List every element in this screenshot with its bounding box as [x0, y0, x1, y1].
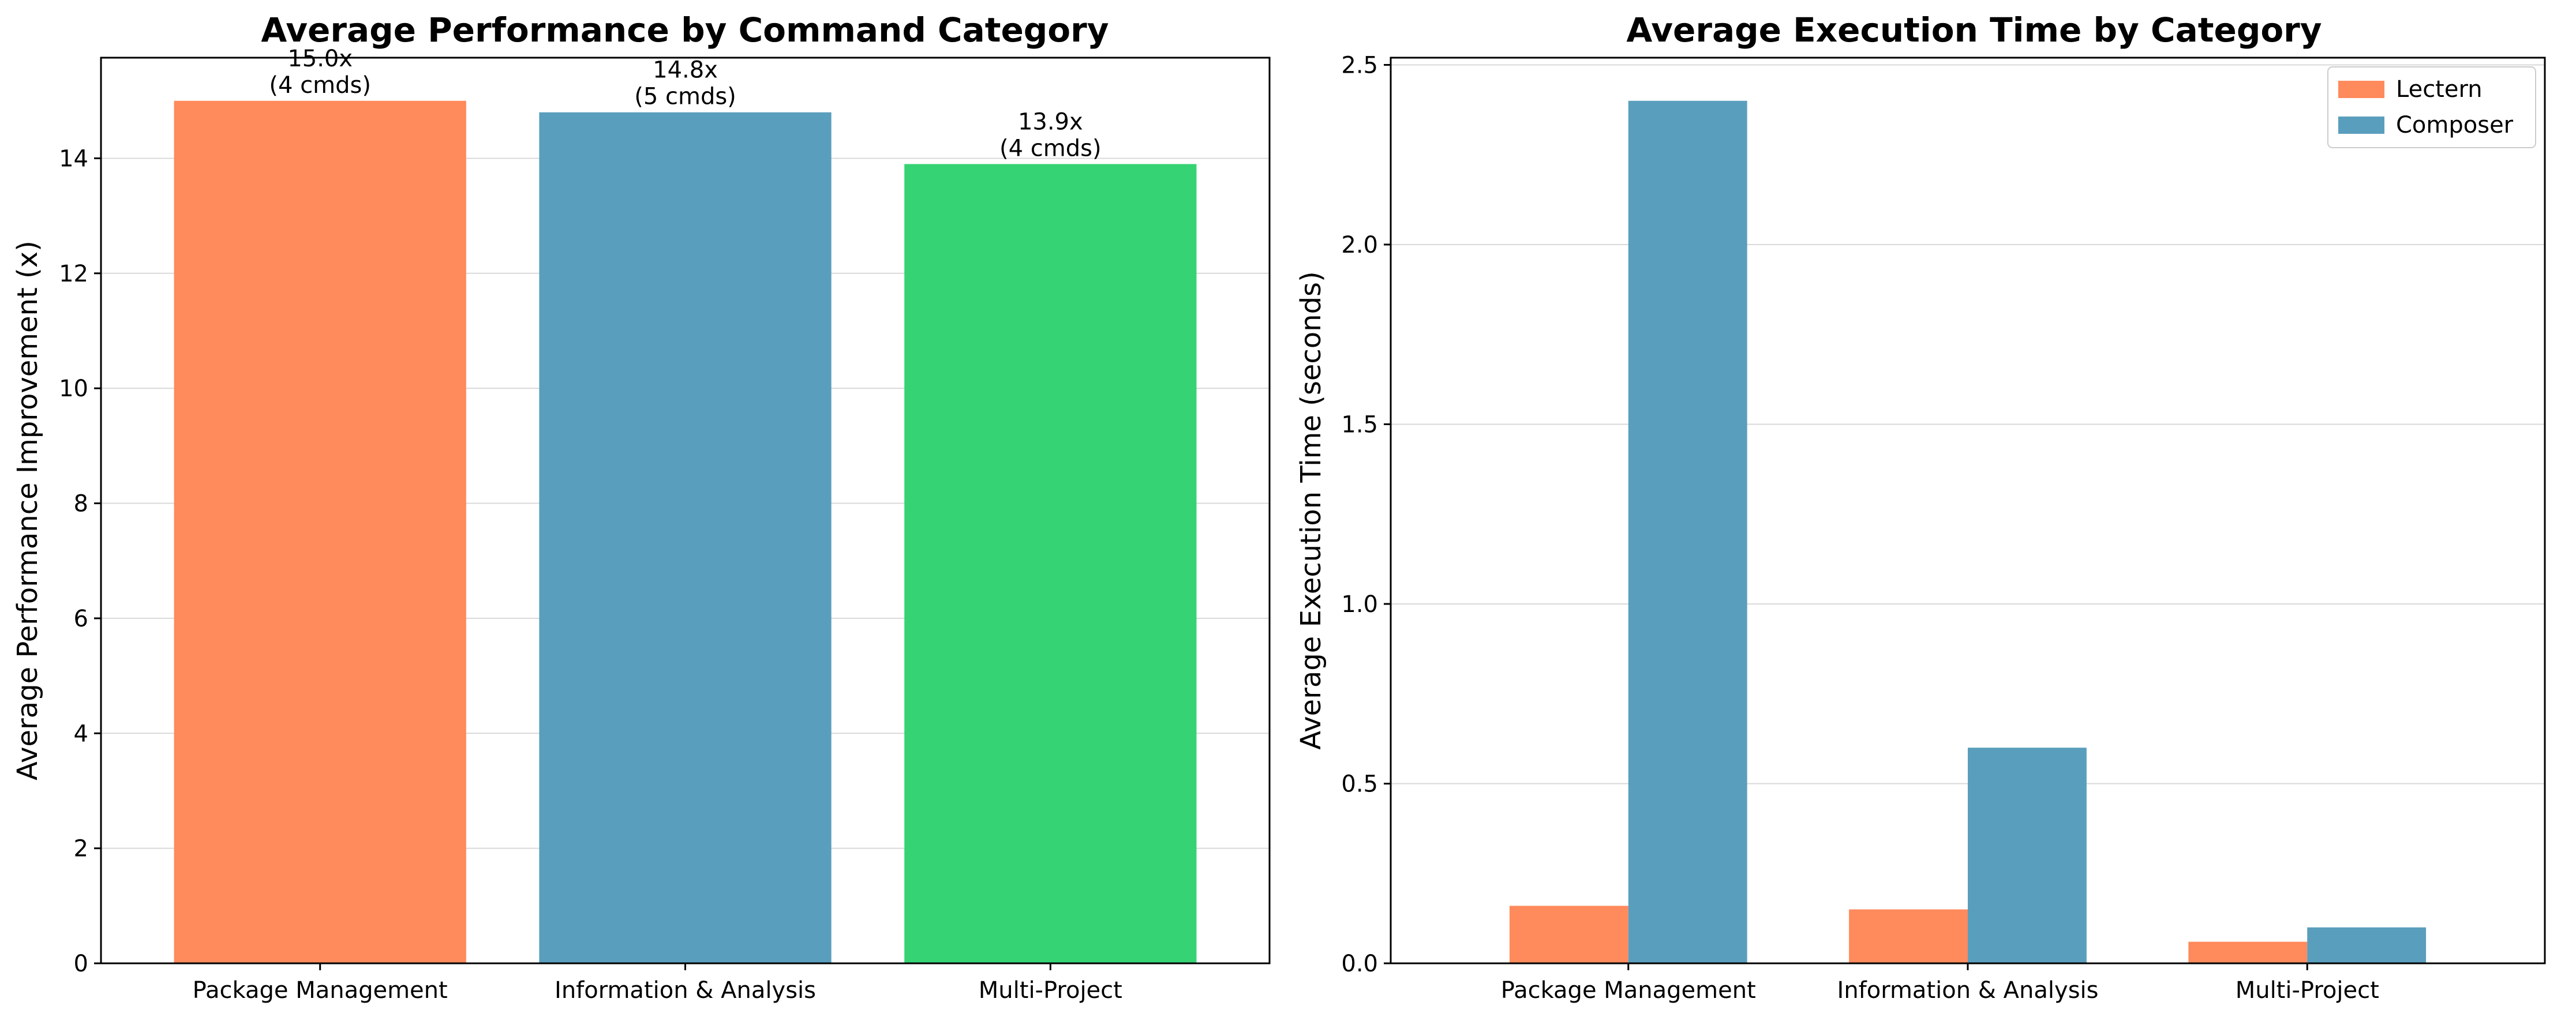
left-x-tick-label: Information & Analysis [555, 977, 816, 1004]
right-y-tick-label: 2.0 [1341, 232, 1378, 258]
left-y-tick-label: 2 [74, 836, 88, 862]
bar-composer-multi-project [2307, 927, 2427, 963]
right-y-tick-label: 0.0 [1341, 951, 1378, 977]
right-x-tick-label: Information & Analysis [1837, 977, 2099, 1004]
right-chart: 0.0 0.5 1.0 1.5 2.0 2.5 Package Management Inf… [1295, 10, 2546, 1004]
left-x-tick-label: Multi-Project [979, 977, 1122, 1004]
legend-label-composer: Composer [2396, 112, 2514, 138]
bar-count-label: (4 cmds) [999, 135, 1102, 162]
bar-information-analysis [539, 112, 832, 964]
bar-value-label: 15.0x [287, 46, 353, 72]
legend-swatch-composer [2338, 117, 2384, 134]
bar-lectern-multi-project [2188, 941, 2308, 963]
bar-value-label: 13.9x [1018, 108, 1083, 135]
bar-count-label: (5 cmds) [634, 84, 736, 110]
left-chart: 15.0x(4 cmds)14.8x(5 cmds)13.9x(4 cmds) … [12, 10, 1271, 1004]
bar-count-label: (4 cmds) [269, 72, 371, 99]
bar-lectern-information-analysis [1849, 909, 1968, 963]
chart-legend: Lectern Composer [2327, 66, 2536, 148]
bar-package-management [174, 100, 466, 963]
bar-multi-project [904, 164, 1197, 963]
right-y-tick-label: 1.5 [1341, 411, 1378, 438]
bar-composer-package-management [1628, 100, 1747, 963]
bar-lectern-package-management [1509, 906, 1628, 963]
right-y-axis-label: Average Execution Time (seconds) [1295, 271, 1327, 750]
right-x-tick-label: Multi-Project [2236, 977, 2379, 1004]
legend-swatch-lectern [2338, 81, 2384, 98]
right-y-tick-label: 1.0 [1341, 591, 1378, 618]
left-y-tick-label: 6 [74, 606, 88, 632]
left-y-tick-label: 12 [59, 261, 88, 287]
right-x-tick-label: Package Management [1501, 977, 1756, 1004]
right-y-tick-label: 0.5 [1341, 771, 1378, 797]
bar-value-label: 14.8x [653, 57, 718, 84]
left-y-tick-label: 14 [59, 145, 88, 172]
left-x-tick-label: Package Management [193, 977, 448, 1004]
left-y-tick-label: 0 [74, 951, 88, 977]
left-y-axis-label: Average Performance Improvement (x) [12, 241, 44, 780]
left-y-tick-label: 4 [74, 720, 88, 747]
legend-label-lectern: Lectern [2396, 76, 2483, 103]
right-y-tick-label: 2.5 [1341, 52, 1378, 78]
left-y-tick-label: 8 [74, 491, 88, 517]
right-chart-title: Average Execution Time by Category [1626, 10, 2322, 50]
bar-composer-information-analysis [1968, 748, 2087, 963]
left-chart-title: Average Performance by Command Category [261, 10, 1109, 50]
left-y-tick-label: 10 [59, 376, 88, 402]
